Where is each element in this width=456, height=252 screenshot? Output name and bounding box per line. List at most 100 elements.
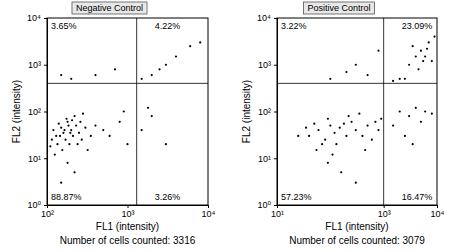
cell-point xyxy=(335,143,337,145)
cell-point xyxy=(315,149,317,151)
cell-point xyxy=(392,124,394,126)
cell-point xyxy=(151,74,153,76)
y-tick-mark xyxy=(44,18,47,19)
cell-point xyxy=(64,139,66,141)
x-axis-line xyxy=(48,206,209,209)
cell-point xyxy=(114,68,116,70)
y-tick: 10² xyxy=(258,107,277,117)
cell-point xyxy=(61,149,63,151)
y-axis: 10⁰10¹10²10³10⁴ xyxy=(27,13,47,210)
y-tick: 10¹ xyxy=(258,154,277,164)
y-tick-mark xyxy=(44,65,47,66)
y-tick-mark xyxy=(44,205,47,206)
cell-point xyxy=(87,149,89,151)
cell-point xyxy=(424,110,426,112)
y-axis: 10⁰10¹10²10³10⁴ xyxy=(257,13,277,210)
gate-horizontal xyxy=(277,83,437,84)
cell-point xyxy=(305,127,307,129)
cell-point xyxy=(78,132,80,134)
cell-point xyxy=(408,64,410,66)
cell-point xyxy=(331,153,333,155)
cell-point xyxy=(75,124,77,126)
y-tick-label: 10¹ xyxy=(28,154,41,164)
cell-point xyxy=(60,182,62,184)
x-tick-mark xyxy=(208,205,209,208)
cell-point xyxy=(70,78,72,80)
x-axis-line xyxy=(278,206,438,209)
y-tick-mark xyxy=(274,65,277,66)
cell-point xyxy=(431,113,433,115)
footer: Number of cells counted: 3079 xyxy=(289,235,425,246)
cell-point xyxy=(62,132,64,134)
cell-point xyxy=(317,129,319,131)
cell-point xyxy=(66,121,68,123)
cell-point xyxy=(321,143,323,145)
figure: 10²10³10⁴10⁰10¹10²10³10⁴3.65%4.22%88.87%… xyxy=(0,0,456,252)
cell-point xyxy=(420,50,422,52)
x-tick-label: 10⁴ xyxy=(431,209,445,219)
gate-vertical xyxy=(383,18,384,205)
y-tick: 10⁴ xyxy=(257,13,277,23)
cell-point xyxy=(324,139,326,141)
x-tick-label: 10³ xyxy=(121,209,134,219)
panel: 10¹10³10⁴10⁰10¹10²10³10⁴3.22%23.09%57.23… xyxy=(241,2,445,246)
y-tick: 10⁰ xyxy=(257,200,277,210)
y-axis-title: FL2 (intensity) xyxy=(11,80,22,143)
cell-point xyxy=(355,129,357,131)
y-tick-label: 10¹ xyxy=(258,154,271,164)
gate-vertical xyxy=(136,18,137,205)
cell-point xyxy=(54,153,56,155)
cell-point xyxy=(374,121,376,123)
cell-point xyxy=(73,115,75,117)
y-tick-label: 10⁴ xyxy=(27,13,41,23)
cell-point xyxy=(380,118,382,120)
cell-point xyxy=(141,129,143,131)
x-tick-label: 10⁴ xyxy=(202,209,216,219)
cell-point xyxy=(417,68,419,70)
cell-point xyxy=(123,110,125,112)
cell-point xyxy=(119,121,121,123)
panel: 10²10³10⁴10⁰10¹10²10³10⁴3.65%4.22%88.87%… xyxy=(11,2,216,246)
cell-point xyxy=(358,113,360,115)
cell-point xyxy=(141,78,143,80)
x-tick: 10⁴ xyxy=(202,205,216,219)
x-tick: 10² xyxy=(41,205,54,219)
cell-point xyxy=(65,118,67,120)
quadrant-label: 3.22% xyxy=(281,21,307,31)
cell-point xyxy=(355,64,357,66)
cell-point xyxy=(333,132,335,134)
cell-point xyxy=(412,45,414,47)
x-axis: 10² 10³ 10⁴ xyxy=(41,205,216,219)
cell-point xyxy=(343,123,345,125)
cell-point xyxy=(79,121,81,123)
cell-point xyxy=(199,41,201,43)
cell-point xyxy=(67,124,69,126)
cell-point xyxy=(81,139,83,141)
y-tick-mark xyxy=(274,18,277,19)
quadrant-label: 3.26% xyxy=(155,192,181,202)
points xyxy=(49,41,201,183)
cell-point xyxy=(69,132,71,134)
quadrant-label: 4.22% xyxy=(155,21,181,31)
cell-point xyxy=(433,36,435,38)
x-tick: 10⁴ xyxy=(431,205,445,219)
cell-point xyxy=(420,121,422,123)
cell-point xyxy=(52,129,54,131)
cell-point xyxy=(102,129,104,131)
x-tick-label: 10² xyxy=(41,209,54,219)
cell-point xyxy=(329,78,331,80)
x-tick: 10¹ xyxy=(271,205,284,219)
cell-point xyxy=(94,124,96,126)
cell-point xyxy=(377,50,379,52)
cell-point xyxy=(63,129,65,131)
quadrant-label: 3.65% xyxy=(51,21,77,31)
y-tick-mark xyxy=(274,158,277,159)
footer: Number of cells counted: 3316 xyxy=(60,235,196,246)
y-tick: 10¹ xyxy=(28,154,47,164)
cell-point xyxy=(73,171,75,173)
cell-point xyxy=(189,45,191,47)
cell-point xyxy=(415,55,417,57)
points xyxy=(297,36,436,184)
cell-point xyxy=(313,123,315,125)
gate-horizontal xyxy=(47,83,208,84)
